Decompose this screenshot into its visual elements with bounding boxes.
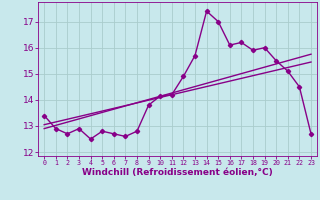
X-axis label: Windchill (Refroidissement éolien,°C): Windchill (Refroidissement éolien,°C): [82, 168, 273, 177]
